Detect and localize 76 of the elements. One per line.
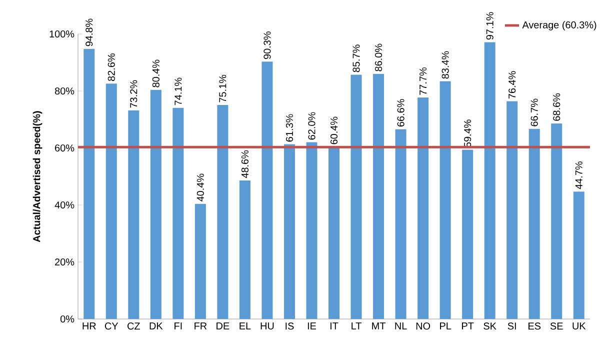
bar [172,108,184,319]
data-label: 74.1% [174,78,182,106]
x-tick-label: CY [104,322,118,330]
x-tick-label: PT [462,322,474,330]
y-tick-label: 100% [50,30,74,38]
x-tick-label: IT [330,322,338,330]
y-tick-label: 0% [60,315,74,323]
bar [284,144,295,319]
y-tick-label: 40% [54,201,74,209]
bar [84,48,95,319]
bar [328,146,340,319]
data-label: 60.4% [330,116,338,144]
x-tick-label: LT [352,322,362,330]
y-tick-label: 20% [55,258,74,266]
bar [462,150,474,319]
y-tick-label: 80% [54,87,74,95]
x-tick-label: DE [216,322,230,330]
bar [373,74,384,319]
bar [239,180,250,319]
y-tick-label: 60% [55,144,74,152]
data-label: 76.4% [508,71,516,99]
x-tick-label: FR [194,322,207,330]
bar [306,142,318,319]
data-label: 40.4% [196,174,204,202]
bar [528,128,540,319]
bar [150,90,162,319]
bar [217,104,228,319]
data-label: 82.6% [108,53,115,81]
x-tick-label: SE [550,322,563,330]
y-axis-title: Actual/Advertised speed(%) [32,111,42,242]
bar [418,98,429,319]
data-label: 97.1% [486,12,494,40]
data-label: 62.0% [308,112,316,140]
bar [551,123,562,319]
x-tick-label: FI [174,322,182,330]
data-label: 73.2% [130,80,138,108]
bar [440,81,451,319]
x-tick-label: SI [508,322,516,330]
legend-label: Average (60.3%) [522,21,596,30]
x-tick-label: ES [528,322,541,330]
data-label: 83.4% [442,51,449,79]
bar [573,192,584,319]
x-tick-label: MT [372,322,386,330]
data-label: 75.1% [219,74,226,102]
data-label: 85.7% [352,44,360,72]
x-tick-label: UK [572,322,586,330]
data-label: 44.7% [575,162,582,190]
bar [395,129,406,319]
x-tick-label: DK [150,322,163,330]
x-tick-label: EL [240,322,251,330]
data-label: 77.7% [420,67,427,95]
bar [194,204,206,319]
bar [484,42,496,319]
data-label: 68.6% [553,93,560,121]
data-label: 94.8% [86,18,93,46]
data-label: 80.4% [152,60,160,88]
x-tick-label: NO [416,322,430,330]
x-tick-label: HU [260,322,274,330]
x-tick-label: IS [286,322,294,330]
data-label: 66.6% [397,99,404,126]
x-tick-label: CZ [128,322,140,330]
data-label: 90.3% [264,32,271,59]
x-tick-label: PL [440,322,452,330]
bar [262,62,273,319]
bar [106,84,117,319]
data-label: 61.3% [286,114,294,142]
data-label: 66.7% [530,98,538,126]
x-tick-label: IE [308,322,316,330]
data-label: 48.6% [241,150,248,178]
x-tick-label: HR [82,322,96,330]
x-tick-label: NL [395,322,407,330]
bar [350,74,362,319]
bar [506,101,518,319]
data-label: 86.0% [375,44,382,72]
x-tick-label: SK [484,322,496,330]
bar [128,110,140,319]
